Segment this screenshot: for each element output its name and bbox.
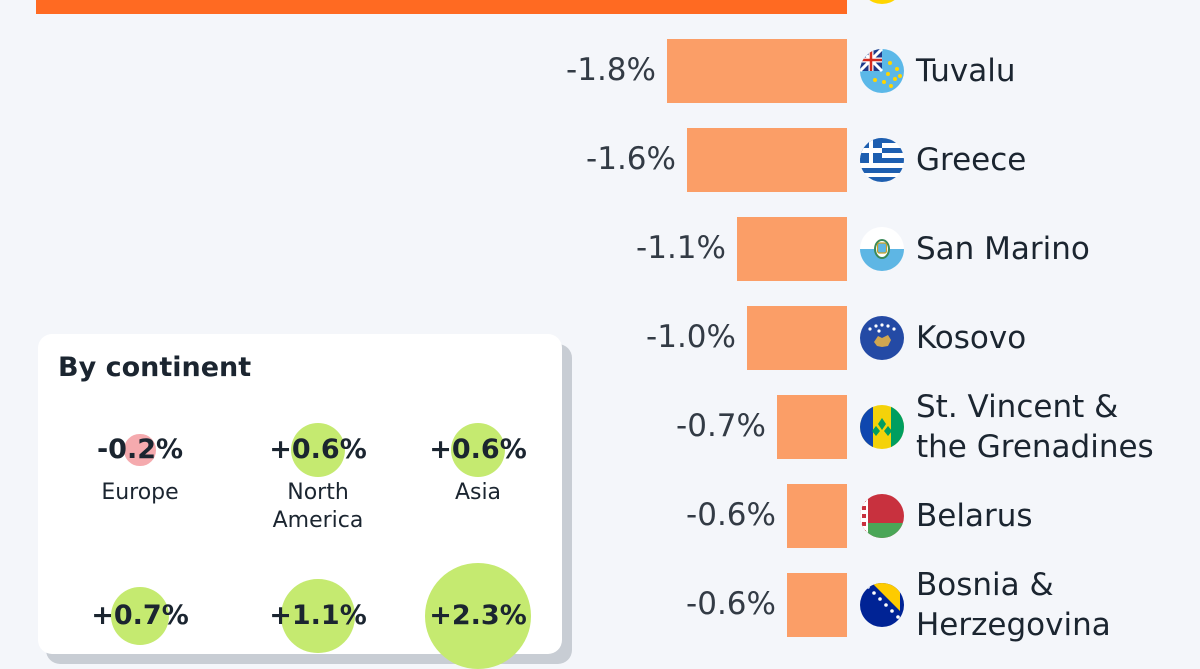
value-label-7: -0.6% — [686, 586, 776, 622]
continent-value: -0.2% — [96, 434, 184, 465]
value-label-3: -1.1% — [636, 230, 726, 266]
continent-value: +0.7% — [91, 600, 189, 631]
country-label-line: Tuvalu — [916, 53, 1016, 89]
value-label-2: -1.6% — [586, 141, 676, 177]
country-label-7: Bosnia & Herzegovina — [916, 565, 1111, 645]
bar-4 — [747, 306, 847, 370]
country-label-6: Belarus — [916, 496, 1033, 536]
panel-title: By continent — [58, 352, 252, 383]
continent-name-line: America — [272, 508, 364, 533]
continent-name-line: North — [287, 480, 349, 505]
bar-7 — [787, 573, 847, 637]
greece-flag-icon — [860, 138, 904, 182]
continent-name: Asia — [403, 479, 553, 507]
continent-panel: By continent -0.2% Europe +0.6% North Americ… — [38, 334, 562, 669]
country-label-1: Tuvalu — [916, 51, 1015, 91]
country-label-5: St. Vincent & the Grenadines — [916, 387, 1154, 467]
kosovo-flag-icon — [860, 316, 904, 360]
continent-name: Europe — [65, 479, 215, 507]
value-label-6: -0.6% — [686, 497, 776, 533]
country-label-line: San Marino — [916, 231, 1090, 267]
continent-value: +0.6% — [269, 434, 367, 465]
continent-name-line: Europe — [101, 480, 179, 505]
continent-bubble — [291, 423, 345, 477]
continent-name-line: Asia — [454, 480, 502, 505]
country-label-line: Greece — [916, 142, 1027, 178]
belarus-flag-icon — [860, 494, 904, 538]
bar-5 — [777, 395, 847, 459]
st-vincent-flag-icon — [860, 405, 904, 449]
continent-value: +1.1% — [269, 600, 367, 631]
ukraine-flag-icon — [860, 0, 904, 4]
bar-6 — [787, 484, 847, 548]
value-label-1: -1.8% — [566, 52, 656, 88]
country-label-3: San Marino — [916, 229, 1090, 269]
tuvalu-flag-icon — [860, 49, 904, 93]
country-label-line: Belarus — [916, 498, 1033, 534]
san-marino-flag-icon — [860, 227, 904, 271]
country-label-0: Ukraine — [916, 0, 1036, 2]
country-label-line: Ukraine — [916, 0, 1036, 2]
bar-1 — [667, 39, 847, 103]
bar-2 — [687, 128, 847, 192]
continent-bubble — [451, 423, 505, 477]
continent-bubble — [124, 434, 156, 466]
country-label-line: Herzegovina — [916, 607, 1111, 643]
chart-stage: Ukraine -1.8% Tuvalu -1.6% Greece -1.1% San Ma… — [36, 0, 1154, 669]
country-label-line: St. Vincent & — [916, 389, 1119, 425]
continent-name: North America — [243, 479, 393, 535]
bar-3 — [737, 217, 847, 281]
country-label-line: Bosnia & — [916, 567, 1054, 603]
value-label-4: -1.0% — [646, 319, 736, 355]
country-label-4: Kosovo — [916, 318, 1026, 358]
value-label-5: -0.7% — [676, 408, 766, 444]
country-label-line: the Grenadines — [916, 429, 1154, 465]
bar-0 — [36, 0, 847, 14]
country-label-2: Greece — [916, 140, 1026, 180]
continent-value: +2.3% — [429, 600, 527, 631]
bosnia-flag-icon — [860, 583, 904, 627]
country-label-line: Kosovo — [916, 320, 1027, 356]
continent-value: +0.6% — [429, 434, 527, 465]
